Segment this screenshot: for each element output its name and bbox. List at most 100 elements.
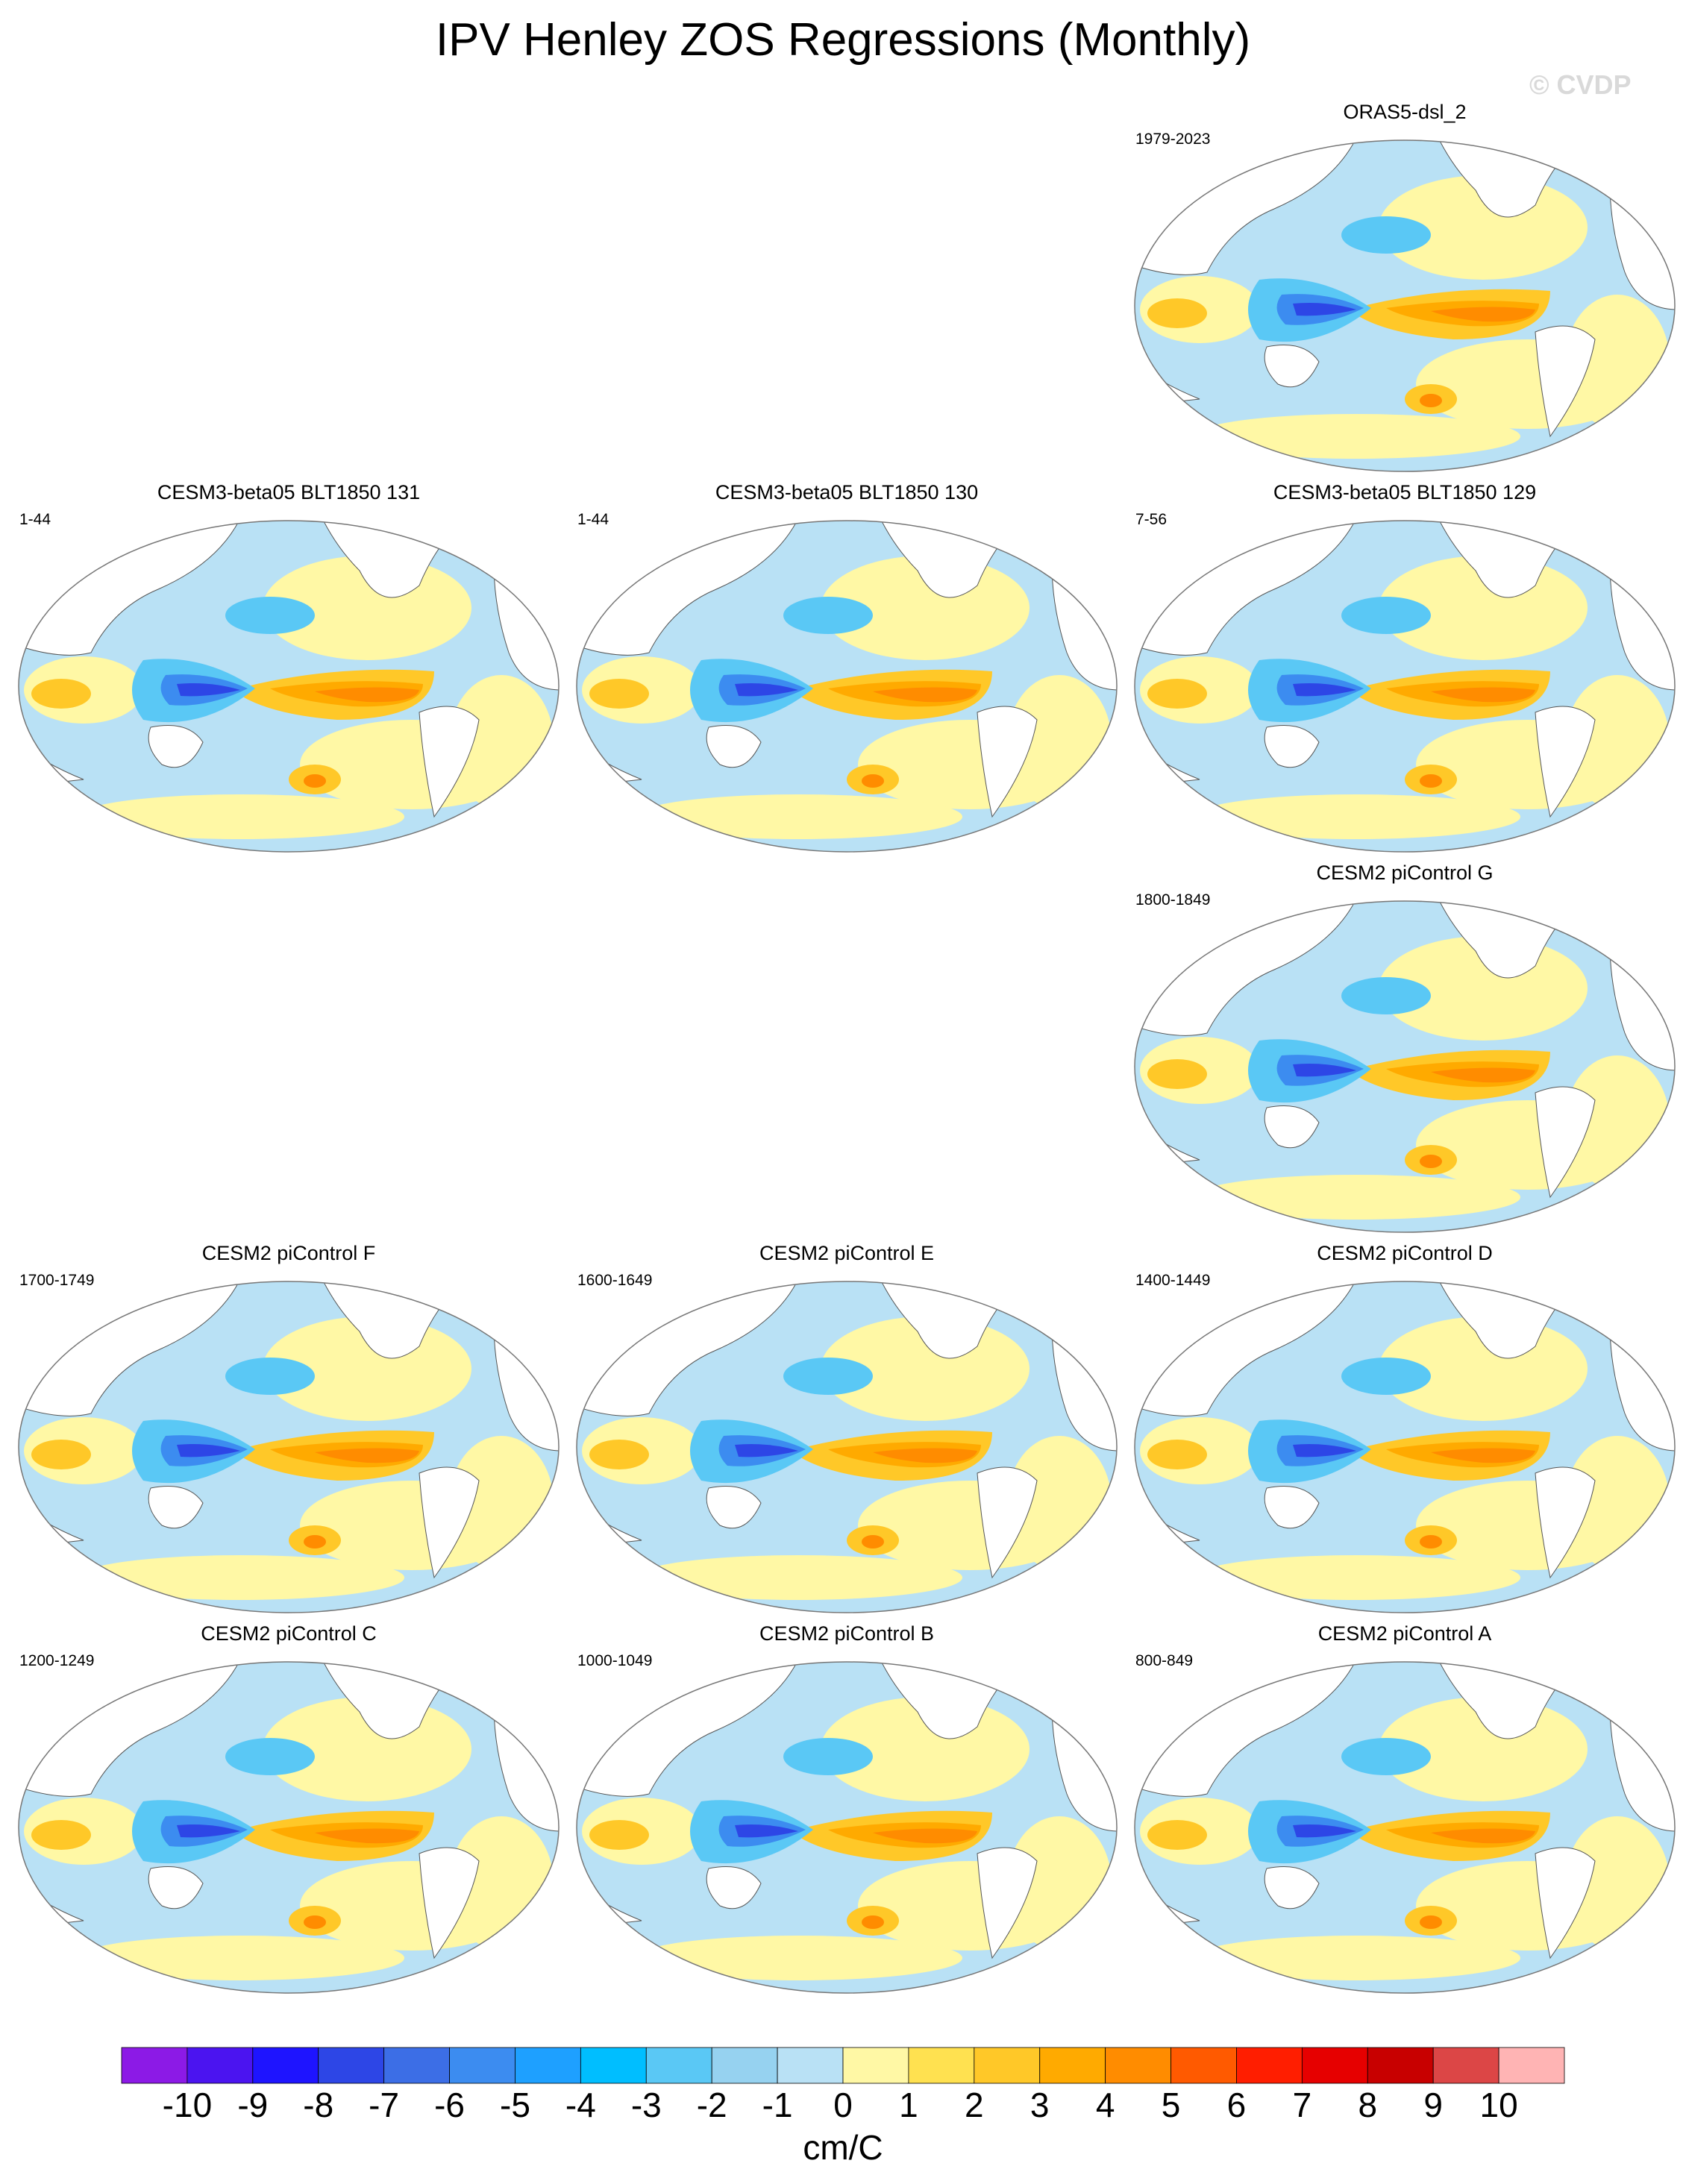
- panel-title: CESM3-beta05 BLT1850 130: [715, 481, 979, 503]
- field-patch: [1420, 1535, 1442, 1548]
- map-outline: [1134, 1281, 1676, 1613]
- regression-map: [18, 520, 560, 853]
- field-patch: [1420, 1915, 1442, 1929]
- panel-years: 1-44: [577, 511, 609, 528]
- land-greenland: [463, 533, 495, 558]
- colorbar-box: [1039, 2047, 1106, 2084]
- field-patch: [1293, 683, 1356, 697]
- field-patch: [589, 1440, 649, 1469]
- field-patch: [783, 1358, 873, 1395]
- map-panel: CESM2 piControl G 1800-1849: [1126, 862, 1683, 1242]
- land-south-america: [419, 706, 480, 818]
- colorbar-box: [1498, 2047, 1565, 2084]
- field-patch: [589, 1820, 649, 1850]
- field-patch: [315, 1828, 419, 1844]
- regression-map: [1134, 139, 1676, 472]
- land-greenland: [1579, 152, 1611, 178]
- land-south-america: [1535, 706, 1596, 818]
- map-outline: [1134, 1661, 1676, 1994]
- field-patch: [304, 1915, 326, 1929]
- colorbar-box: [449, 2047, 515, 2084]
- colorbar-tick-label: 10: [1479, 2086, 1518, 2124]
- field-patch: [1147, 1820, 1207, 1850]
- map-panel: CESM2 piControl B 1000-1049: [568, 1622, 1125, 2003]
- field-patch: [1192, 794, 1520, 839]
- field-patch: [1431, 1828, 1535, 1844]
- colorbar-box: [842, 2047, 909, 2084]
- panel-title: ORAS5-dsl_2: [1343, 101, 1467, 123]
- field-patch: [783, 597, 873, 634]
- field-patch: [225, 1358, 315, 1395]
- colorbar-box: [1367, 2047, 1434, 2084]
- land-australia: [1264, 725, 1320, 768]
- field-patch: [1293, 1444, 1356, 1457]
- field-patch: [177, 1824, 240, 1838]
- land-australia: [1264, 1105, 1320, 1149]
- land-south-america: [419, 1466, 480, 1579]
- panel-years: 1700-1749: [19, 1272, 95, 1289]
- panel-title: CESM2 piControl B: [759, 1622, 935, 1645]
- colorbar-box: [777, 2047, 844, 2084]
- land-australia: [706, 725, 762, 768]
- regression-map: [18, 1281, 560, 1613]
- colorbar-box: [645, 2047, 712, 2084]
- map-panel: CESM3-beta05 BLT1850 130 1-44: [568, 481, 1125, 862]
- land-australia: [706, 1866, 762, 1910]
- map-outline: [576, 1281, 1118, 1613]
- colorbar-box: [252, 2047, 319, 2084]
- map-outline: [1134, 139, 1676, 472]
- field-patch: [1147, 1059, 1207, 1089]
- map-outline: [18, 520, 560, 853]
- field-patch: [873, 687, 977, 703]
- field-patch: [862, 774, 884, 788]
- panel-years: 1600-1649: [577, 1272, 653, 1289]
- land-australia: [706, 1486, 762, 1529]
- field-patch: [1431, 687, 1535, 703]
- field-patch: [76, 1936, 404, 1980]
- colorbar-box: [711, 2047, 778, 2084]
- field-patch: [589, 679, 649, 709]
- field-patch: [1341, 216, 1431, 254]
- map-panel: CESM2 piControl A 800-849: [1126, 1622, 1683, 2003]
- map-panel: CESM2 piControl C 1200-1249: [10, 1622, 567, 2003]
- land-greenland: [1579, 533, 1611, 558]
- field-patch: [225, 597, 315, 634]
- field-patch: [1192, 1555, 1520, 1600]
- map-panel: CESM3-beta05 BLT1850 131 1-44: [10, 481, 567, 862]
- regression-map: [1134, 1661, 1676, 1994]
- field-patch: [1192, 1936, 1520, 1980]
- field-patch: [1341, 1738, 1431, 1775]
- field-patch: [1420, 394, 1442, 407]
- field-patch: [735, 1444, 798, 1457]
- field-patch: [735, 683, 798, 697]
- field-patch: [1293, 303, 1356, 316]
- field-patch: [1420, 774, 1442, 788]
- land-australia: [1264, 345, 1320, 388]
- land-australia: [148, 725, 204, 768]
- regression-map: [576, 1281, 1118, 1613]
- colorbar-tick-label: 0: [833, 2086, 853, 2124]
- field-patch: [315, 1448, 419, 1463]
- colorbar-tick-label: -8: [303, 2086, 334, 2124]
- field-patch: [1192, 1175, 1520, 1220]
- land-greenland: [1579, 1674, 1611, 1699]
- colorbar-box: [318, 2047, 385, 2084]
- panel-title: CESM3-beta05 BLT1850 131: [157, 481, 421, 503]
- colorbar-tick-label: 6: [1226, 2086, 1247, 2124]
- field-patch: [1147, 1440, 1207, 1469]
- colorbar-box: [580, 2047, 647, 2084]
- regression-map: [1134, 1281, 1676, 1613]
- colorbar-tick-label: -6: [434, 2086, 465, 2124]
- colorbar-tick-label: 7: [1292, 2086, 1312, 2124]
- field-patch: [1147, 298, 1207, 328]
- field-patch: [225, 1738, 315, 1775]
- map-outline: [18, 1281, 560, 1613]
- field-patch: [304, 774, 326, 788]
- field-patch: [1431, 307, 1535, 322]
- map-panel: CESM2 piControl F 1700-1749: [10, 1242, 567, 1622]
- panel-years: 1800-1849: [1135, 891, 1211, 909]
- panel-title: CESM3-beta05 BLT1850 129: [1273, 481, 1537, 503]
- panel-title: CESM2 piControl F: [201, 1242, 376, 1264]
- map-outline: [576, 1661, 1118, 1994]
- land-australia: [148, 1866, 204, 1910]
